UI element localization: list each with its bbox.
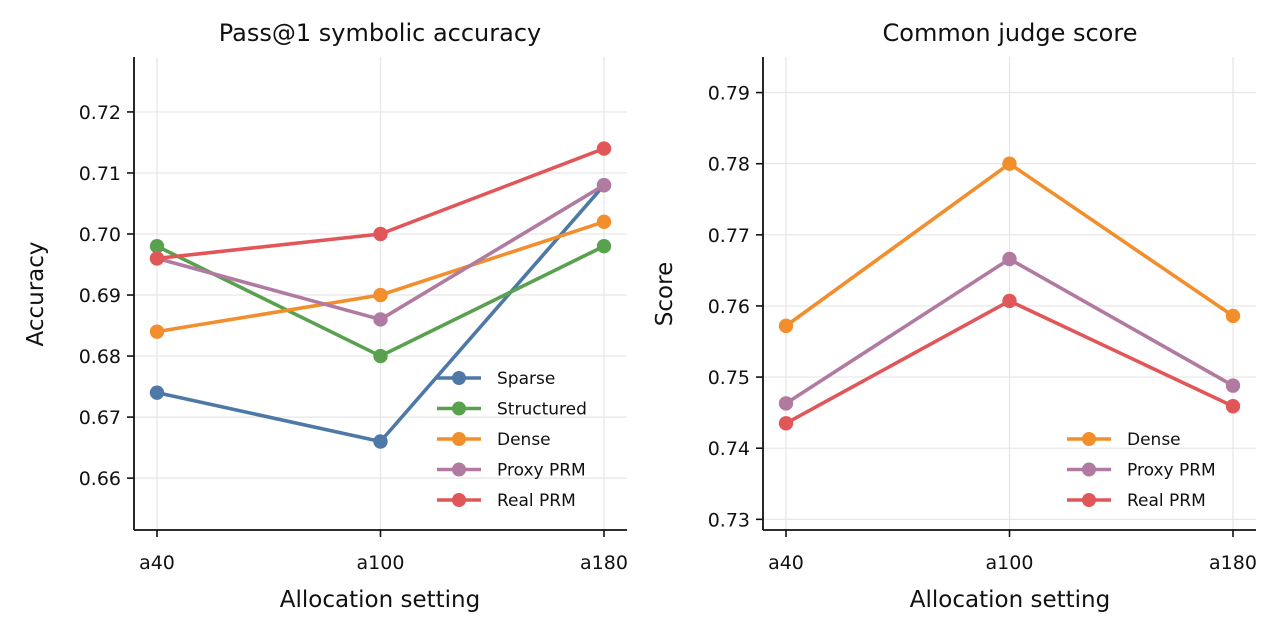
data-point <box>373 434 388 449</box>
legend-label: Proxy PRM <box>497 461 586 481</box>
legend: Dense Proxy PRM Real PRM <box>1067 430 1216 511</box>
data-point <box>1225 308 1241 324</box>
x-tick-label: a100 <box>357 552 405 574</box>
x-tick-label: a100 <box>986 552 1034 574</box>
data-point <box>1002 293 1017 309</box>
y-tick-label: 0.68 <box>79 346 121 368</box>
data-point <box>778 318 794 334</box>
gridlines <box>763 57 1256 530</box>
legend-item: Dense <box>437 430 551 450</box>
y-tick-label: 0.73 <box>708 509 750 531</box>
y-tick-label: 0.79 <box>708 83 750 105</box>
x-tick-label: a40 <box>139 552 175 574</box>
y-tick-label: 0.78 <box>708 154 750 176</box>
chart-title: Pass@1 symbolic accuracy <box>219 19 541 47</box>
legend-item: Real PRM <box>1067 491 1206 511</box>
legend-label: Dense <box>497 430 551 450</box>
x-tick-label: a180 <box>580 552 628 574</box>
x-tick-label: a40 <box>768 552 804 574</box>
y-tick-label: 0.69 <box>79 285 121 307</box>
data-point <box>1002 251 1017 267</box>
data-point <box>596 239 612 254</box>
data-point <box>149 324 165 339</box>
legend-swatch-marker <box>1082 432 1096 446</box>
axes: 0.73 0.74 0.75 0.76 0.77 0.78 0.79 a40 a100 a180 <box>708 57 1257 574</box>
data-point <box>596 141 612 156</box>
data-point <box>149 385 165 400</box>
y-tick-label: 0.72 <box>79 102 121 124</box>
y-axis-label: Score <box>652 262 678 326</box>
y-tick-label: 0.66 <box>79 468 121 490</box>
data-point <box>596 214 612 229</box>
panel-common-judge-score: Common judge score Allocation setting Sc… <box>652 19 1257 613</box>
y-axis-label: Accuracy <box>23 241 49 346</box>
legend-item: Proxy PRM <box>437 461 586 481</box>
legend-swatch-marker <box>452 462 466 477</box>
x-axis-label: Allocation setting <box>280 587 480 613</box>
y-tick-label: 0.70 <box>79 224 121 246</box>
legend-swatch-marker <box>452 432 466 446</box>
legend-label: Proxy PRM <box>1127 461 1216 481</box>
y-tick-label: 0.67 <box>79 407 121 429</box>
data-point <box>149 239 165 254</box>
data-point <box>373 348 388 364</box>
legend-item: Dense <box>1067 430 1181 450</box>
legend-label: Dense <box>1127 430 1181 450</box>
x-axis-label: Allocation setting <box>910 587 1110 613</box>
series-lines <box>778 156 1241 431</box>
chart-title: Common judge score <box>883 19 1138 47</box>
legend-swatch-marker <box>1082 493 1096 507</box>
legend-swatch-marker <box>452 493 466 507</box>
legend-label: Structured <box>497 400 587 420</box>
legend-swatch-marker <box>452 371 466 385</box>
legend-item: Proxy PRM <box>1067 461 1216 481</box>
legend-item: Real PRM <box>437 491 576 511</box>
y-tick-label: 0.71 <box>79 163 121 185</box>
legend: Sparse Structured Dense Proxy PRM Real PRM <box>437 369 587 511</box>
data-point <box>373 287 388 303</box>
data-point <box>149 251 165 266</box>
y-tick-label: 0.74 <box>708 438 750 460</box>
data-point <box>778 416 794 431</box>
legend-item: Structured <box>437 400 587 420</box>
series-lines <box>149 141 612 449</box>
x-tick-label: a180 <box>1209 552 1257 574</box>
data-point <box>373 226 388 242</box>
legend-item: Sparse <box>437 369 555 389</box>
panel-pass-at-1-accuracy: Pass@1 symbolic accuracy Allocation sett… <box>23 19 628 613</box>
legend-swatch-marker <box>452 401 466 416</box>
legend-label: Real PRM <box>1127 491 1206 511</box>
data-point <box>1002 156 1017 171</box>
y-tick-label: 0.75 <box>708 367 750 389</box>
legend-label: Sparse <box>497 369 555 389</box>
data-point <box>373 312 388 327</box>
legend-swatch-marker <box>1082 462 1096 477</box>
data-point <box>1225 378 1241 393</box>
y-tick-label: 0.77 <box>708 225 750 247</box>
data-point <box>778 396 794 411</box>
y-tick-label: 0.76 <box>708 296 750 318</box>
data-point <box>1225 399 1241 414</box>
axes: 0.66 0.67 0.68 0.69 0.70 0.71 0.72 a40 a100 a180 <box>79 57 628 574</box>
data-point <box>596 177 612 193</box>
legend-label: Real PRM <box>497 491 576 511</box>
